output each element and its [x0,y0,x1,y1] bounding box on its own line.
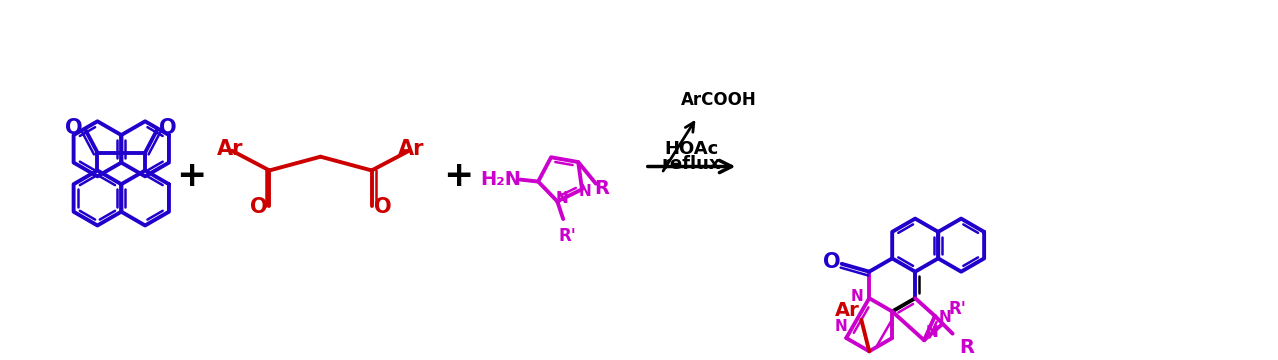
Text: +: + [175,159,206,193]
Text: N: N [938,310,951,325]
Text: Ar: Ar [397,139,424,159]
Text: R: R [594,179,610,198]
Text: O: O [160,118,178,138]
Text: O: O [65,118,83,138]
Text: reflux: reflux [661,154,721,172]
Text: Ar: Ar [836,301,860,320]
Text: R': R' [558,227,576,245]
Text: N: N [579,184,592,199]
Text: Ar: Ar [217,139,243,159]
Text: HOAc: HOAc [665,140,718,158]
Text: N: N [925,325,938,340]
Text: ArCOOH: ArCOOH [681,91,757,109]
Text: N: N [851,289,864,304]
Text: O: O [373,197,391,217]
Text: R: R [958,338,974,357]
Text: O: O [823,252,841,272]
Text: H₂N: H₂N [481,170,521,189]
Text: O: O [249,197,267,217]
Text: N: N [556,191,569,206]
Text: +: + [443,159,473,193]
Text: R': R' [948,300,966,318]
Text: N: N [835,319,847,334]
